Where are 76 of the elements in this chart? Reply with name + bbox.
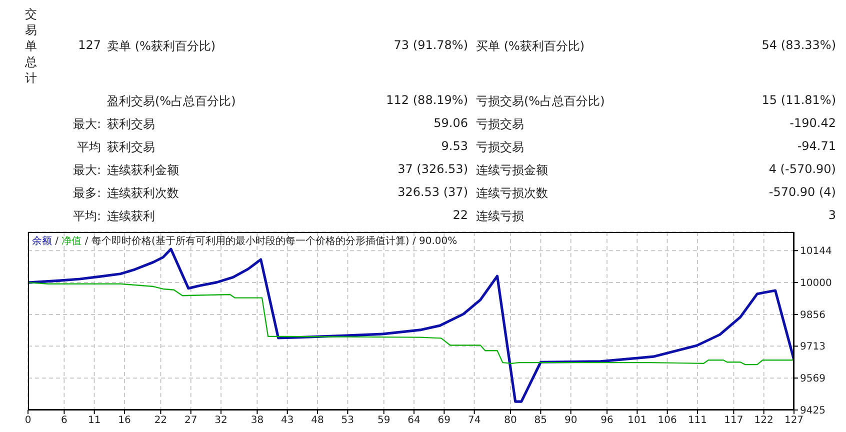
text: 4 (-570.90) xyxy=(768,162,836,176)
x-tick-label: 11 xyxy=(88,415,101,426)
text: 连续亏损 xyxy=(476,208,524,225)
x-tick-label: 69 xyxy=(438,415,451,426)
text: 连续亏损金额 xyxy=(476,162,548,179)
category-label: : xyxy=(96,163,101,177)
text: 37 (326.53) xyxy=(398,162,468,176)
text: 54 (83.33%) xyxy=(762,38,836,52)
x-tick-label: 64 xyxy=(408,415,420,426)
x-tick-label: 16 xyxy=(118,415,131,426)
annotation: / xyxy=(55,236,59,247)
x-tick-label: 127 xyxy=(784,415,804,426)
x-tick-label: 74 xyxy=(468,415,481,426)
x-tick-label: 90 xyxy=(564,415,578,426)
x-tick-label: 96 xyxy=(600,415,614,426)
text: -190.42 xyxy=(790,116,836,130)
text: 获利交易 xyxy=(107,116,155,133)
x-tick-label: 0 xyxy=(24,415,32,426)
x-tick-label: 117 xyxy=(724,415,744,426)
y-tick-label: 9425 xyxy=(800,406,826,417)
text: 亏损交易(%占总百分比) xyxy=(476,93,605,110)
category-label: : xyxy=(96,186,101,200)
text: 22 xyxy=(452,208,468,222)
chart-title: 每个即时价格(基于所有可利用的最小时段的每一个价格的分形插值计算) / 90.00% xyxy=(91,236,458,247)
line-series xyxy=(28,282,794,366)
text: 连续亏损次数 xyxy=(476,185,548,202)
text: 326.53 (37) xyxy=(398,185,468,199)
text: 连续获利金额 xyxy=(107,162,179,179)
category-label: 127 xyxy=(78,38,101,52)
x-tick-label: 59 xyxy=(377,415,390,426)
x-tick-label: 48 xyxy=(311,415,324,426)
text: 9.53 xyxy=(441,139,468,153)
text: 3 xyxy=(828,208,836,222)
text: 亏损交易 xyxy=(476,139,524,156)
x-tick-label: 32 xyxy=(214,415,228,426)
text: 15 (11.81%) xyxy=(762,93,836,107)
y-tick-label: 10144 xyxy=(800,246,832,258)
text: 买单 (%获利百分比) xyxy=(476,38,585,55)
text: 获利交易 xyxy=(107,139,155,156)
text: 盈利交易(%占总百分比) xyxy=(107,93,236,110)
x-tick-label: 122 xyxy=(754,415,774,426)
x-tick-label: 38 xyxy=(250,415,264,426)
text: 59.06 xyxy=(434,116,468,130)
category-label: : xyxy=(96,209,101,223)
text: -570.90 (4) xyxy=(768,185,836,199)
text: -94.71 xyxy=(797,139,836,153)
text: 交易单总计 xyxy=(24,6,38,86)
y-tick-label: 10000 xyxy=(800,278,832,290)
text: 卖单 (%获利百分比) xyxy=(107,38,216,55)
x-tick-label: 85 xyxy=(534,415,548,426)
y-tick-label: 9856 xyxy=(800,310,826,322)
x-tick-label: 106 xyxy=(658,415,677,426)
y-tick-label: 9569 xyxy=(800,374,826,385)
text: 余额 xyxy=(32,236,52,247)
x-tick-label: 80 xyxy=(504,415,517,426)
text: 亏损交易 xyxy=(476,116,524,133)
category-label: 最大 xyxy=(72,163,97,177)
text: 112 (88.19%) xyxy=(386,93,468,107)
annotation: / xyxy=(84,236,88,247)
x-tick-label: 53 xyxy=(341,415,354,426)
category-label: 最大 xyxy=(72,117,97,131)
text: 连续获利 xyxy=(107,208,155,225)
x-tick-label: 27 xyxy=(184,415,198,426)
x-tick-label: 101 xyxy=(628,415,647,426)
x-tick-label: 6 xyxy=(61,415,68,426)
y-tick-label: 9713 xyxy=(800,342,826,353)
x-tick-label: 22 xyxy=(154,415,168,426)
category-label: : xyxy=(96,117,101,131)
category-label: 最多 xyxy=(72,186,97,200)
text: 连续获利次数 xyxy=(107,185,179,202)
category-label: 平均 xyxy=(77,139,101,156)
x-tick-label: 43 xyxy=(280,415,294,426)
x-tick-label: 111 xyxy=(688,415,708,426)
category-label: 平均 xyxy=(72,209,97,223)
text: 73 (91.78%) xyxy=(394,38,468,52)
text: 净值 xyxy=(62,236,82,247)
